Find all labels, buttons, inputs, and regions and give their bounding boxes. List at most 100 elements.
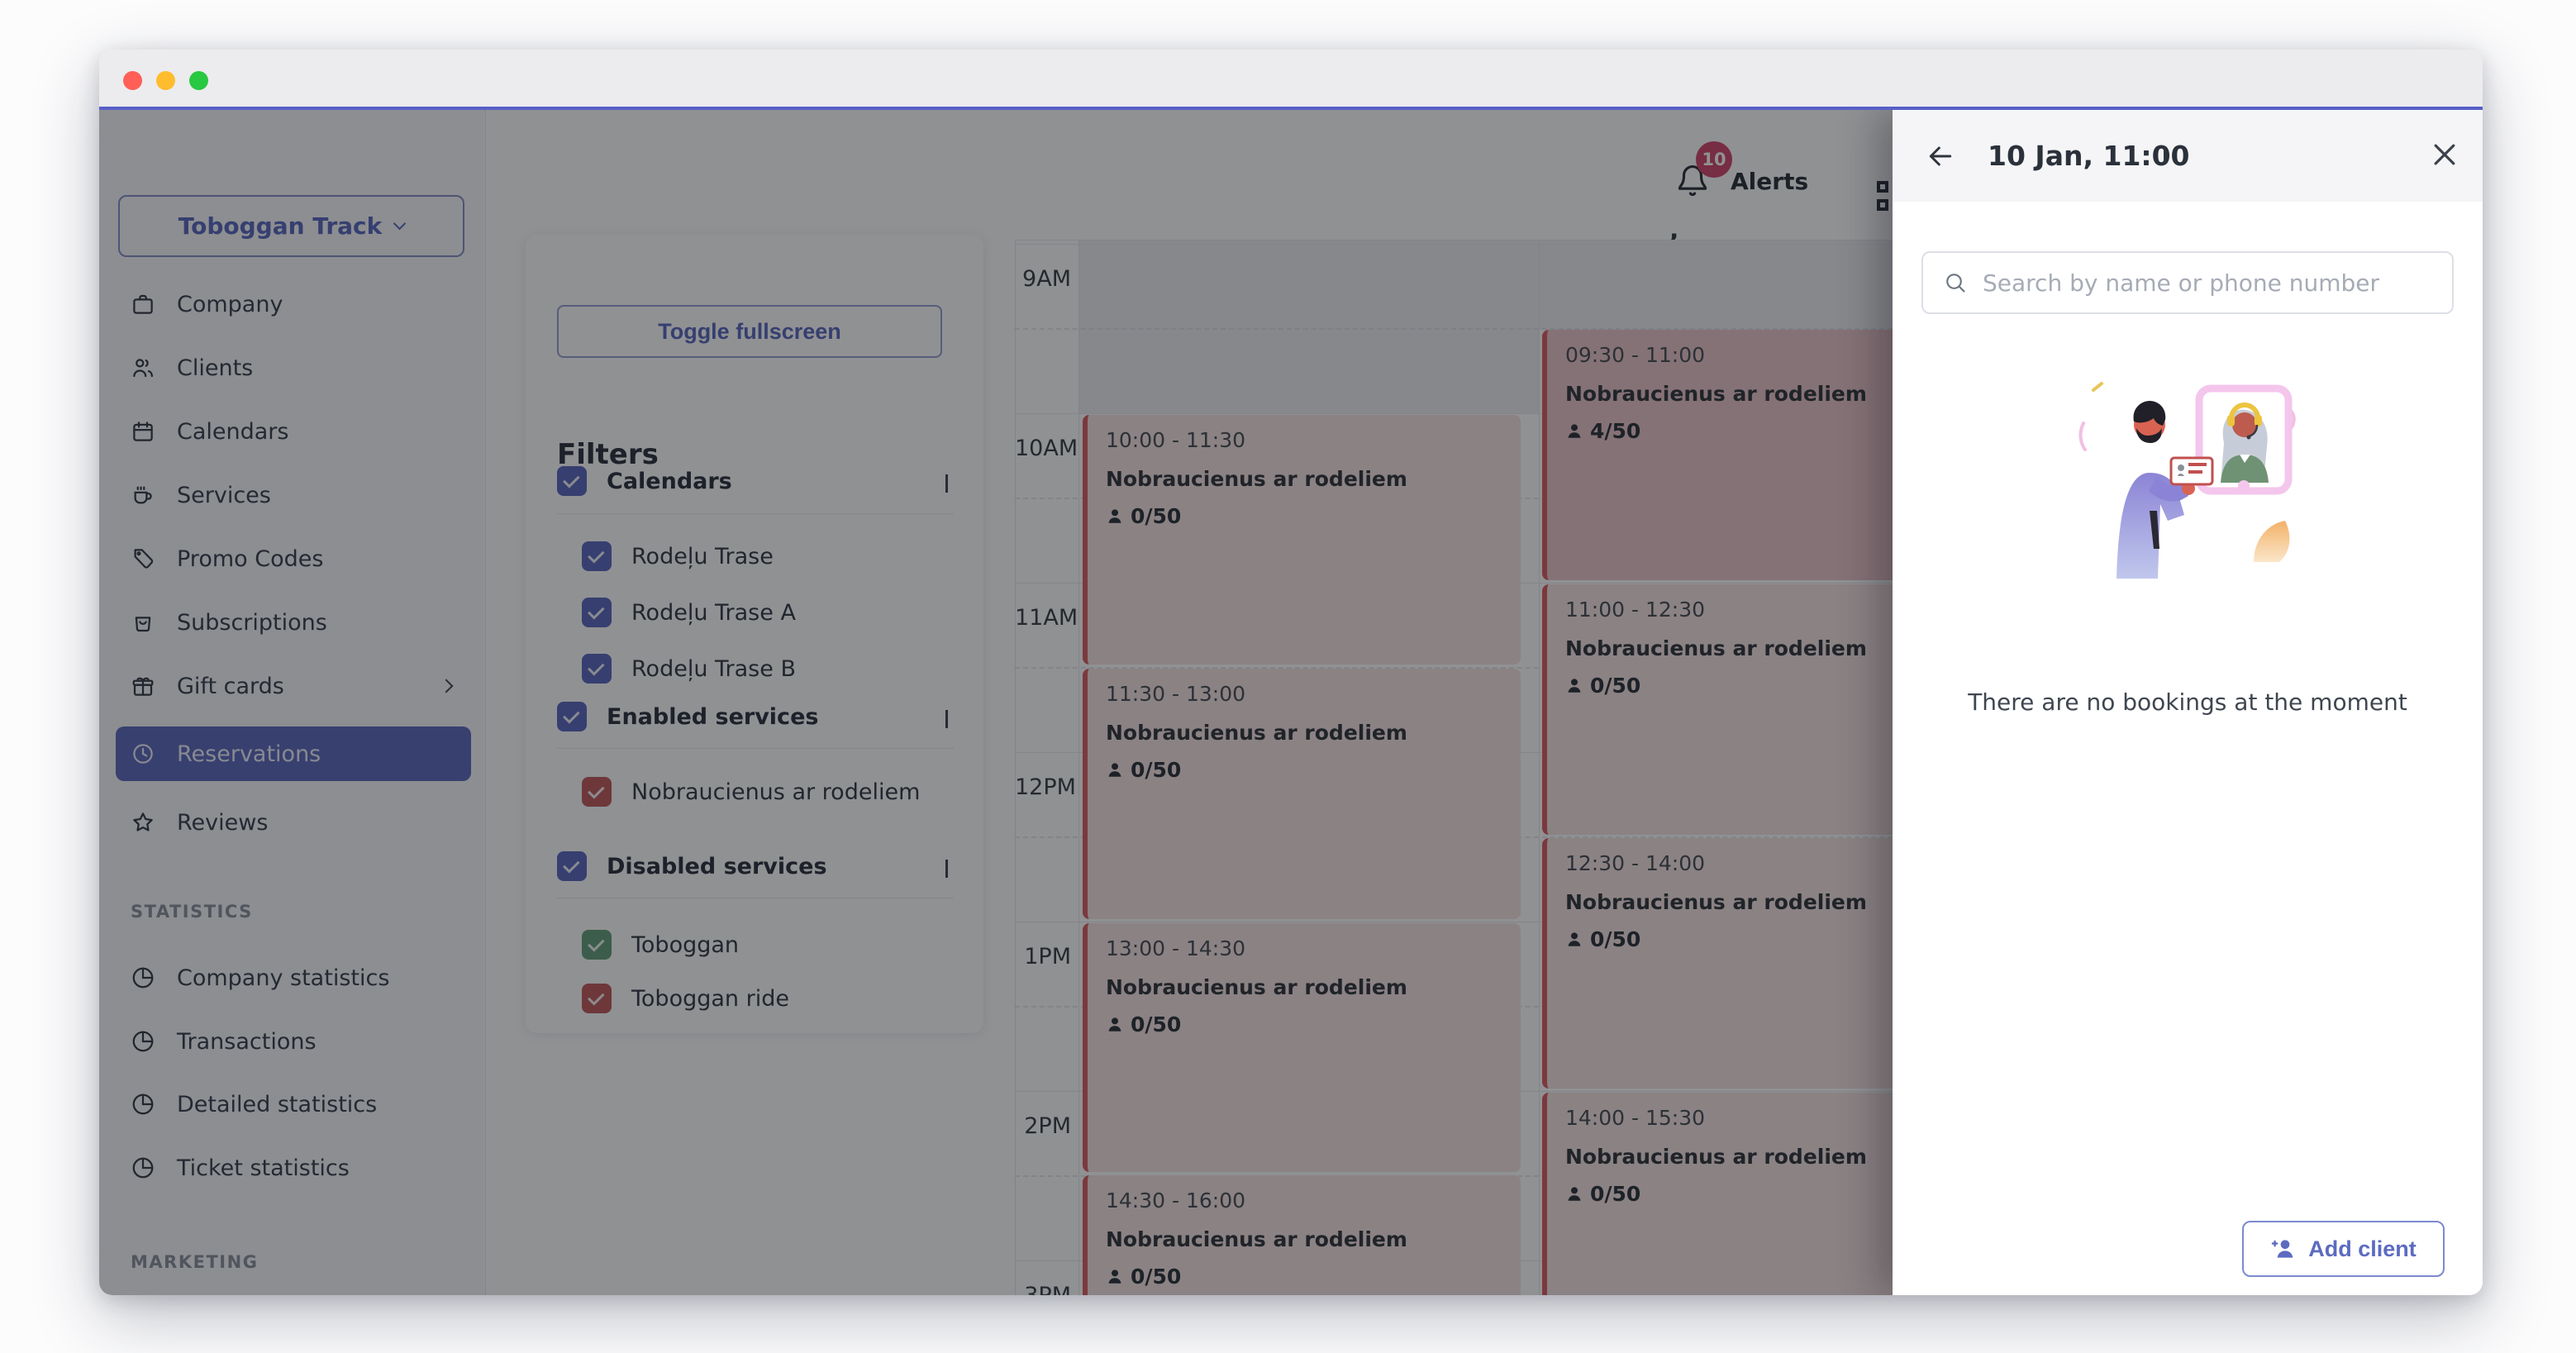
sidebar-item-calendars[interactable]: Calendars [116,406,471,457]
filter-group-enabled-services[interactable]: Enabled services [557,702,818,731]
sidebar-item-reservations[interactable]: Reservations [116,727,471,781]
alerts-button[interactable]: 10 Alerts [1674,141,1809,199]
arrow-left-icon [1929,146,1952,166]
calendar-event[interactable]: 11:30 - 13:00 Nobraucienus ar rodeliem 0… [1083,669,1521,919]
hour-label: 3PM [1015,1283,1071,1295]
grid-border [1539,240,1540,1295]
calendar-event-selected[interactable]: 09:30 - 11:00 Nobraucienus ar rodeliem 4… [1542,330,1893,580]
window-close-button[interactable] [123,71,142,90]
coffee-cup-icon [134,486,152,504]
grid-line [1015,240,1893,241]
checkbox-checked-icon[interactable] [582,598,612,627]
company-switcher-button[interactable]: Toboggan Track [118,195,464,257]
checkbox-checked-icon[interactable] [557,466,587,496]
person-icon [1108,1017,1121,1031]
pie-chart-icon [132,1031,154,1052]
add-client-button[interactable]: Add client [2242,1221,2445,1277]
empty-state-text: There are no bookings at the moment [1968,688,2407,716]
sidebar-item-company-statistics[interactable]: Company statistics [116,952,471,1003]
person-icon [1108,508,1121,523]
checkbox-checked-icon[interactable] [582,930,612,960]
filter-group-calendars[interactable]: Calendars [557,466,732,496]
grid-line-9am [1015,244,1893,245]
sidebar-item-subscriptions[interactable]: Subscriptions [116,597,471,648]
divider [557,748,954,749]
no-bookings-illustration [2078,382,2296,579]
clipped-column-header-mark: , [1669,216,1679,245]
grid-border [1078,240,1079,1295]
filter-item-rodelu-trase-b[interactable]: Rodeļu Trase B [582,654,796,684]
main-content: 10 Alerts , , Toggle fullscreen Filters … [486,110,2117,1295]
time-select-toggle[interactable] [2164,146,2166,164]
sidebar-item-transactions[interactable]: Transactions [116,1016,471,1067]
star-icon [133,812,153,831]
sidebar-item-services[interactable]: Services [116,469,471,521]
grid-border [1015,240,1016,1295]
checkbox-checked-icon[interactable] [557,851,587,881]
sidebar-item-label: Gift cards [177,673,284,699]
person-plus-icon [2271,1240,2293,1258]
tag-icon [134,549,154,569]
checkbox-checked-icon[interactable] [557,702,587,731]
sidebar: Toboggan Track Company Clients Calendars… [99,110,486,1295]
calendar-event[interactable]: 10:00 - 11:30 Nobraucienus ar rodeliem 0… [1083,415,1521,665]
sidebar-item-label: Reviews [177,809,269,836]
sidebar-item-label: Transactions [177,1028,317,1055]
hour-label: 9AM [1022,266,1071,292]
sidebar-item-label: Promo Codes [177,545,324,572]
filter-group-disabled-services[interactable]: Disabled services [557,851,827,881]
window-minimize-button[interactable] [156,71,175,90]
closed-hours-shading [1079,241,1539,413]
alerts-label: Alerts [1731,167,1809,195]
half-hour-line [1015,667,1893,669]
sidebar-item-reviews[interactable]: Reviews [116,797,471,848]
hour-label: 2PM [1024,1113,1071,1139]
bell-icon [1678,165,1707,197]
calendar-event[interactable]: 11:00 - 12:30 Nobraucienus ar rodeliem 0… [1542,584,1893,835]
filter-item-nobraucienus[interactable]: Nobraucienus ar rodeliem [582,777,920,807]
filter-item-toboggan-ride[interactable]: Toboggan ride [582,984,789,1013]
hour-label: 1PM [1024,944,1071,969]
sidebar-item-label: Company [177,291,283,317]
sidebar-item-label: Detailed statistics [177,1091,378,1117]
checkbox-checked-icon[interactable] [582,984,612,1013]
back-button[interactable] [1924,140,1957,173]
filters-panel: Toggle fullscreen Filters Calendars Rode… [526,235,983,1033]
person-icon [1568,423,1581,438]
client-search-field[interactable] [1921,251,2454,314]
sidebar-item-ticket-statistics[interactable]: Ticket statistics [116,1142,471,1193]
gift-icon [132,677,154,696]
calendar-event[interactable]: 14:00 - 15:30 Nobraucienus ar rodeliem 0… [1542,1093,1893,1295]
search-input[interactable] [1983,269,2432,297]
checkbox-checked-icon[interactable] [582,541,612,571]
sidebar-item-clients[interactable]: Clients [116,342,471,393]
checkbox-checked-icon[interactable] [582,654,612,684]
alerts-count-badge: 10 [1696,141,1732,178]
sidebar-item-label: Ticket statistics [177,1155,350,1181]
sidebar-item-detailed-statistics[interactable]: Detailed statistics [116,1079,471,1130]
sidebar-item-label: Services [177,482,271,508]
drawer-header: 10 Jan, 11:00 [1893,110,2483,202]
sidebar-item-gift-cards[interactable]: Gift cards [116,660,471,712]
toggle-fullscreen-button[interactable]: Toggle fullscreen [557,305,942,358]
sidebar-item-promo-codes[interactable]: Promo Codes [116,533,471,584]
calendar-icon [133,422,153,441]
filter-item-rodelu-trase[interactable]: Rodeļu Trase [582,541,774,571]
filter-item-toboggan[interactable]: Toboggan [582,930,739,960]
person-icon [1108,762,1121,777]
users-icon [133,359,153,378]
person-icon [1568,678,1581,693]
pie-chart-icon [132,1157,154,1179]
sidebar-item-company[interactable]: Company [116,279,471,330]
filter-item-rodelu-trase-a[interactable]: Rodeļu Trase A [582,598,796,627]
calendar-event[interactable]: 14:30 - 16:00 Nobraucienus ar rodeliem 0… [1083,1175,1521,1295]
window-zoom-button[interactable] [189,71,208,90]
close-drawer-button[interactable] [2428,138,2461,171]
modal-backdrop[interactable] [99,110,1893,1295]
checkbox-checked-icon[interactable] [582,777,612,807]
calendar-event[interactable]: 13:00 - 14:30 Nobraucienus ar rodeliem 0… [1083,923,1521,1172]
sidebar-item-label: Reservations [177,741,321,767]
hour-label: 10AM [1015,436,1078,461]
calendar-event[interactable]: 12:30 - 14:00 Nobraucienus ar rodeliem 0… [1542,838,1893,1089]
